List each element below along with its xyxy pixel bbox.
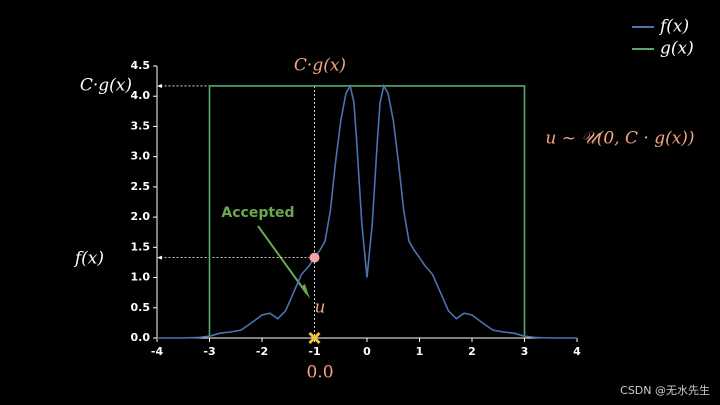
y-tick-label: 3.0 [131, 150, 151, 163]
y-tick-label: 4.5 [131, 59, 151, 72]
x-tick-label: 3 [521, 345, 529, 358]
guide-arrowhead [157, 83, 162, 88]
y-tick-label: 0.0 [131, 331, 151, 344]
cg-left-label: C·g(x) [80, 76, 132, 96]
x-tick-label: 2 [468, 345, 476, 358]
legend-label: g(x) [660, 39, 694, 59]
sample-marker [308, 331, 321, 345]
u-label: u [315, 298, 326, 318]
accepted-arrowhead [301, 284, 310, 299]
fx-left-label: f(x) [73, 249, 104, 269]
y-tick-label: 2.0 [131, 210, 151, 223]
accepted-arrow [257, 225, 308, 295]
cg-top-label: C·g(x) [294, 56, 346, 76]
y-tick-label: 3.5 [131, 119, 151, 132]
series-line [208, 85, 526, 338]
y-tick-label: 0.5 [131, 301, 151, 314]
y-tick-label: 1.5 [131, 240, 151, 253]
x-tick-label: -3 [203, 345, 215, 358]
x-tick-label: -4 [151, 345, 164, 358]
y-tick-label: 1.0 [131, 271, 151, 284]
x-tick-label: 4 [573, 345, 581, 358]
distribution-label: u ~ 𝒰(0, C · g(x)) [545, 129, 694, 149]
sample-label: 0.0 [306, 363, 333, 383]
series-line [157, 83, 577, 339]
y-tick-label: 2.5 [131, 180, 151, 193]
x-tick-label: 0 [363, 345, 371, 358]
x-tick-label: -2 [256, 345, 268, 358]
watermark: CSDN @无水先生 [620, 383, 710, 397]
sample-point [309, 252, 320, 263]
accepted-label: Accepted [221, 205, 294, 221]
x-tick-label: 1 [416, 345, 424, 358]
y-tick-label: 4.0 [131, 89, 151, 102]
x-tick-label: -1 [308, 345, 320, 358]
legend-label: f(x) [658, 17, 689, 37]
guide-arrowhead [157, 255, 162, 260]
